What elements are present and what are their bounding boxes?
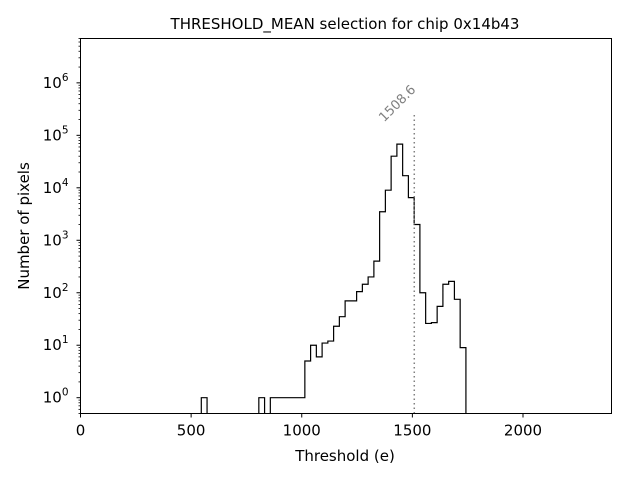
- y-tick-label: 100: [43, 387, 69, 407]
- chart-title: THRESHOLD_MEAN selection for chip 0x14b4…: [170, 15, 520, 34]
- x-tick-label: 1500: [393, 422, 431, 440]
- x-tick-label: 1000: [283, 422, 321, 440]
- y-tick-label: 101: [43, 334, 69, 354]
- tick-layer: 0 500 1000 1500 2000 100 101 102 103 104 105 106: [43, 38, 542, 440]
- x-axis-label: Threshold (e): [294, 447, 395, 465]
- x-tick-label: 2000: [504, 422, 542, 440]
- plot-layer: [200, 143, 467, 414]
- plot-frame: [80, 38, 612, 414]
- y-tick-label: 103: [43, 229, 69, 249]
- y-tick-label: 104: [43, 177, 69, 197]
- histogram-outline: [200, 143, 467, 414]
- y-axis-label: Number of pixels: [15, 162, 33, 290]
- y-tick-label: 102: [43, 282, 69, 302]
- x-tick-label: 500: [177, 422, 206, 440]
- y-tick-label: 106: [43, 72, 69, 92]
- y-tick-label: 105: [43, 124, 69, 144]
- x-tick-label: 0: [76, 422, 86, 440]
